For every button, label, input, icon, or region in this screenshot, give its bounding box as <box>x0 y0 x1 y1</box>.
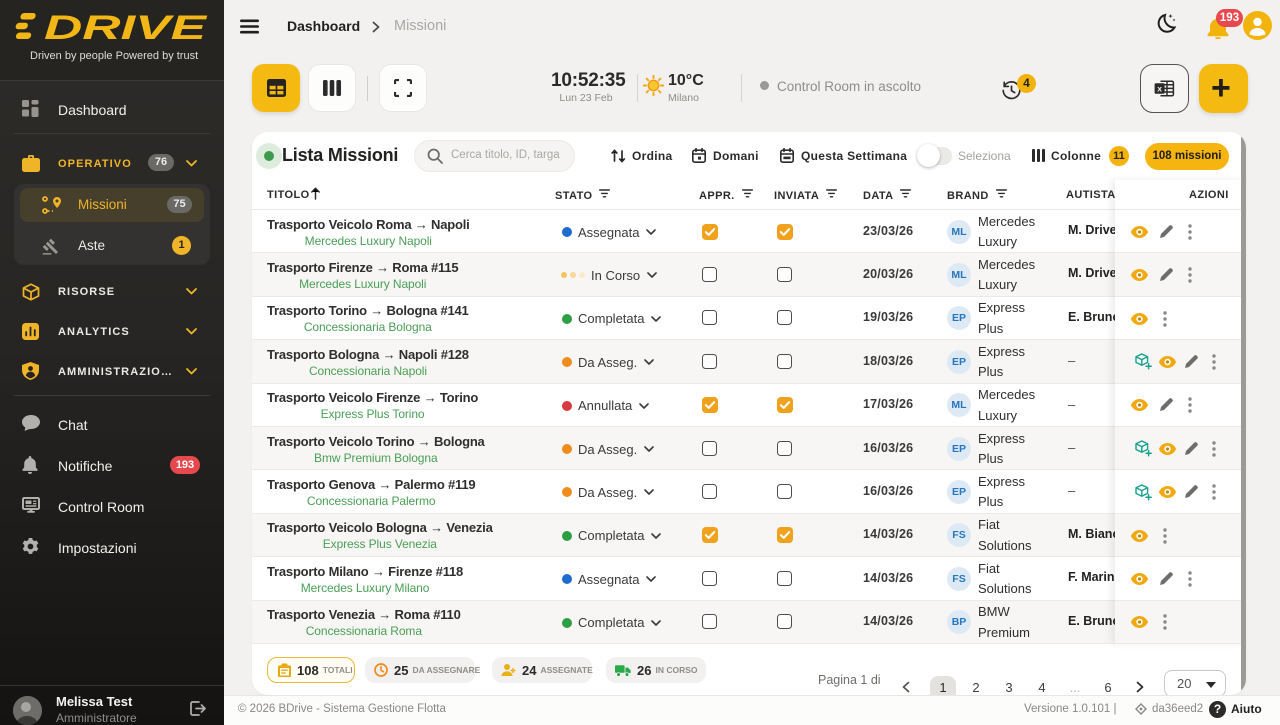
svg-text:DRIVE: DRIVE <box>44 10 208 42</box>
svg-text:x: x <box>1157 84 1162 94</box>
